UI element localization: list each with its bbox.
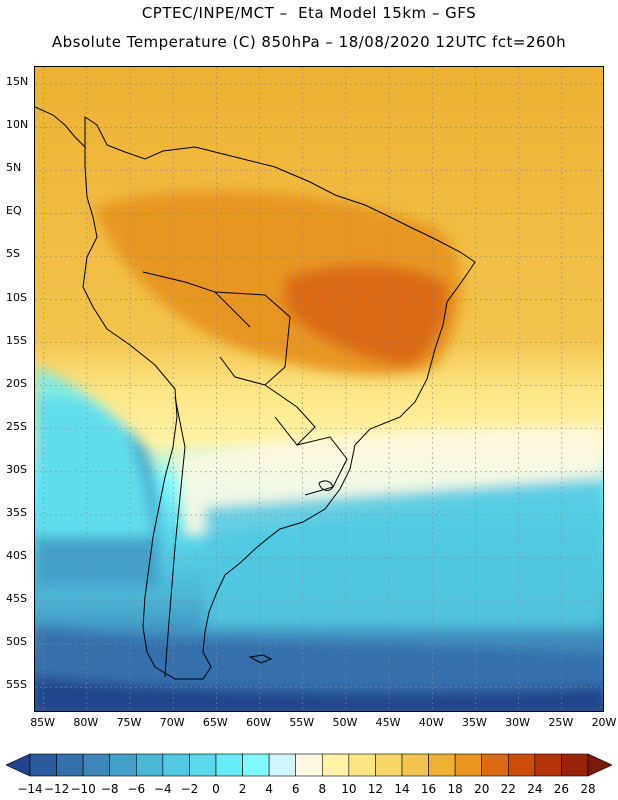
colorbar-tick-label: 22 [500, 782, 516, 796]
latitude-label: 45S [6, 592, 27, 606]
colorbar-swatch [295, 753, 323, 777]
longitude-label: 65W [202, 716, 228, 729]
longitude-label: 20W [591, 716, 617, 729]
colorbar-swatch [189, 753, 217, 777]
colorbar-tick-label: 16 [420, 782, 437, 796]
coldest-southern-zone [35, 677, 603, 711]
colorbar-tick-label: 2 [238, 782, 247, 796]
colorbar-tick-label: 26 [553, 782, 570, 796]
lagoa-dos-patos [318, 480, 334, 491]
longitude-label: 40W [418, 716, 444, 729]
title-line-2: Absolute Temperature (C) 850hPa – 18/08/… [51, 33, 567, 51]
colorbar-tick-label: 4 [265, 782, 273, 796]
colorbar-swatch [375, 753, 403, 777]
colorbar-tick-label: 18 [447, 782, 463, 796]
latitude-label: 10S [6, 290, 27, 304]
colorbar-tick-label: −10 [70, 782, 96, 796]
colorbar-tick-label: −6 [127, 782, 146, 796]
colorbar-swatch [481, 753, 509, 777]
latitude-label: EQ [6, 204, 22, 218]
colorbar-swatch [56, 753, 84, 777]
longitude-label: 30W [505, 716, 531, 729]
colorbar-tick-label: 0 [212, 782, 220, 796]
colorbar-swatch [401, 753, 429, 777]
colorbar-swatch [348, 753, 376, 777]
latitude-label: 55S [6, 678, 27, 692]
latitude-label: 5S [6, 247, 20, 261]
lat-lon-grid [35, 67, 603, 711]
border-paraguay [264, 384, 316, 446]
colorbar-swatch [29, 753, 57, 777]
colorbar-swatch [534, 753, 562, 777]
colorbar-swatch [242, 753, 270, 777]
colorbar-swatch [561, 753, 589, 777]
latitude-label: 35S [6, 505, 27, 519]
latitude-label: 40S [6, 548, 27, 562]
hot-brazil-core [285, 264, 448, 367]
longitude-label: 80W [73, 716, 99, 729]
colorbar-swatch [135, 753, 164, 777]
colorbar-tick-label: 28 [580, 782, 596, 796]
coastlines [35, 106, 476, 680]
colorbar-tick-label: 14 [394, 782, 410, 796]
falkland-islands [248, 654, 273, 664]
latitude-label: 5N [6, 161, 22, 175]
colorbar-tick-label: −4 [153, 782, 172, 796]
temperature-map [35, 67, 603, 711]
latitude-label: 15S [6, 333, 27, 347]
colorbar-tick-label: −12 [43, 782, 70, 796]
colorbar-swatch [321, 753, 350, 777]
colorbar-tick-label: −8 [100, 782, 119, 796]
colorbar-swatch [82, 753, 111, 777]
colorbar-tick-label: 24 [527, 782, 543, 796]
longitude-label: 35W [462, 716, 487, 729]
latitude-label: 15N [6, 75, 29, 89]
colorbar-tick-label: 8 [318, 782, 327, 796]
colorbar-tick-label: 10 [341, 782, 357, 796]
colorbar-tick-label: 20 [474, 782, 490, 796]
border-bolivia [214, 291, 291, 386]
longitude-label: 45W [375, 716, 401, 729]
colorbar-swatch [507, 753, 536, 777]
cool-pacific-zone [35, 367, 153, 537]
colorbar-swatch [215, 753, 243, 777]
colorbar-high-arrow [587, 753, 612, 777]
latitude-label: 10N [6, 118, 29, 132]
longitude-label: 50W [332, 716, 358, 729]
colorbar-tick-label: −14 [17, 782, 43, 796]
colorbar-tick-label: −2 [180, 782, 199, 796]
colorbar-swatch [428, 753, 456, 777]
central-america [35, 106, 86, 148]
longitude-label: 75W [116, 716, 142, 729]
title-line-1: CPTEC/INPE/MCT – Eta Model 15km – GFS [141, 4, 477, 22]
colorbar-swatch [109, 753, 137, 777]
colorbar-swatch [162, 753, 190, 777]
colorbar-swatch [268, 753, 297, 777]
colorbar-low-arrow [6, 753, 31, 777]
longitude-label: 55W [289, 716, 315, 729]
cool-atlantic-zone [205, 477, 603, 627]
longitude-label: 25W [548, 716, 574, 729]
latitude-label: 30S [6, 462, 27, 476]
colorbar-tick-label: 6 [291, 782, 300, 796]
map-panel[interactable] [34, 66, 604, 712]
latitude-label: 25S [6, 419, 27, 433]
border-argentina-chile [164, 396, 186, 678]
longitude-label: 85W [30, 716, 56, 729]
colorbar-swatch [454, 753, 483, 777]
colorbar-tick-label: 12 [367, 782, 384, 796]
longitude-label: 70W [159, 716, 185, 729]
latitude-label: 50S [6, 635, 27, 649]
longitude-label: 60W [246, 716, 271, 729]
south-america-coastline [82, 116, 476, 680]
colorbar [6, 753, 612, 777]
latitude-label: 20S [6, 376, 27, 390]
